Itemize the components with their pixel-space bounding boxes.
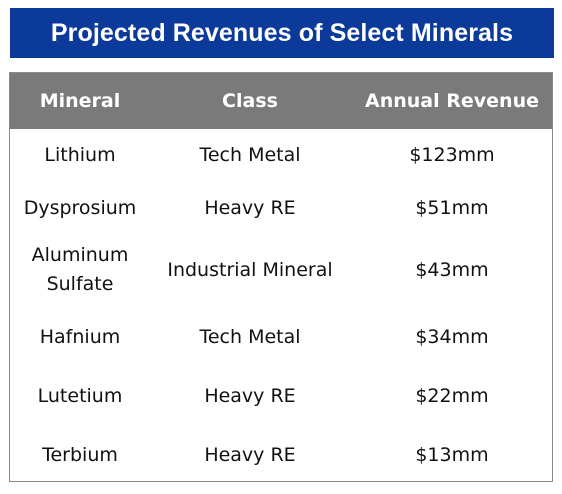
annual-revenue-cell: $51mm [415,197,489,219]
chart-title: Projected Revenues of Select Minerals [10,8,554,58]
column-header-class: Class [222,90,278,112]
mineral-cell: Terbium [42,444,118,466]
class-cell: Tech Metal [199,326,301,348]
class-cell: Tech Metal [199,144,301,166]
mineral-cell: Lutetium [37,385,123,407]
annual-revenue-cell: $22mm [415,385,489,407]
class-cell: Heavy RE [204,444,296,466]
annual-revenue-cell: $34mm [415,326,489,348]
mineral-cell: Lithium [44,144,116,166]
column-header-mineral: Mineral [39,90,121,112]
mineral-cell: Dysprosium [23,197,137,219]
annual-revenue-cell: $123mm [409,144,495,166]
table-header-row: Mineral Class Annual Revenue [10,73,552,129]
annual-revenue-cell: $43mm [415,259,489,281]
class-cell: Heavy RE [204,385,296,407]
class-cell: Industrial Mineral [167,259,333,281]
annual-revenue-cell: $13mm [415,444,489,466]
column-header-annual-revenue: Annual Revenue [365,90,539,112]
class-cell: Heavy RE [204,197,296,219]
revenue-table: Mineral Class Annual Revenue Lithium Tech… [9,72,553,482]
mineral-cell: Hafnium [39,326,121,348]
mineral-cell: Aluminum Sulfate [31,244,129,295]
